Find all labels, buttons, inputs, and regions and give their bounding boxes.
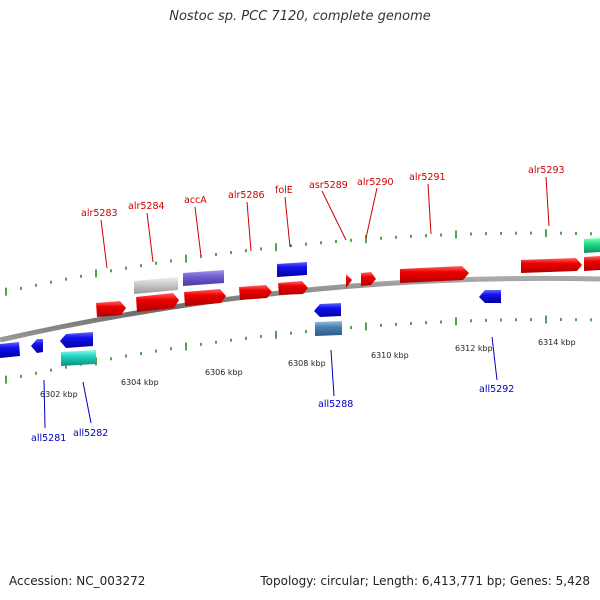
gene-arrow-alr5290[interactable] [361,272,376,286]
gene-label-alr5293[interactable]: alr5293 [528,165,565,176]
gene-arrow-asr5289[interactable] [346,274,352,288]
forward-genes [96,238,600,317]
gene-arrow-alr5283[interactable] [96,301,126,317]
scale-label: 6302 kbp [40,390,78,399]
reverse-genes [0,290,501,366]
forward-labels: alr5283 alr5284 accA alr5286 folE asr528… [81,165,565,219]
gene-arrow-all5282-b[interactable] [61,350,96,366]
gene-label-all5282[interactable]: all5282 [73,428,108,439]
gene-label-alr5290[interactable]: alr5290 [357,177,394,188]
scale-label: 6310 kbp [371,351,409,360]
gene-arrow-edge-a[interactable] [584,256,600,271]
gene-arrow-accA-b[interactable] [184,289,226,306]
scale-label: 6314 kbp [538,338,576,347]
scale-label: 6306 kbp [205,368,243,377]
gene-arrow-edge-c[interactable] [0,342,20,358]
gene-label-asr5289[interactable]: asr5289 [309,180,348,191]
scale-label: 6312 kbp [455,344,493,353]
gene-label-all5281[interactable]: all5281 [31,433,66,444]
genome-title: Nostoc sp. PCC 7120, complete genome [169,9,431,24]
gene-arrow-accA[interactable] [183,270,224,286]
gene-label-all5292[interactable]: all5292 [479,384,514,395]
gene-arrow-alr5286[interactable] [239,285,272,300]
gene-label-accA[interactable]: accA [184,195,207,206]
reverse-leaders [43,336,498,429]
gene-label-alr5284[interactable]: alr5284 [128,201,165,212]
gene-arrow-all5282[interactable] [60,332,93,348]
gene-arrow-alr5293[interactable] [521,258,582,273]
gene-arrow-all5288-b[interactable] [315,321,342,336]
gene-label-alr5283[interactable]: alr5283 [81,208,118,219]
gene-arrow-folE-b[interactable] [278,281,308,295]
scale-label: 6304 kbp [121,378,159,387]
gene-label-all5288[interactable]: all5288 [318,399,353,410]
scale-label: 6308 kbp [288,359,326,368]
accession-text: Accession: NC_003272 [9,574,146,588]
reverse-labels: all5281 all5282 all5288 all5292 [31,384,514,444]
gene-label-alr5286[interactable]: alr5286 [228,190,265,201]
gene-label-folE[interactable]: folE [275,185,293,196]
gene-arrow-alr5291[interactable] [400,266,469,283]
genome-summary: Topology: circular; Length: 6,413,771 bp… [260,574,590,588]
gene-arrow-alr5284-b[interactable] [134,277,178,294]
forward-leaders [100,176,550,269]
gene-label-alr5291[interactable]: alr5291 [409,172,446,183]
gene-arrow-folE[interactable] [277,262,307,277]
scale-ticks [5,229,592,384]
gene-arrow-all5292[interactable] [479,290,501,303]
gene-arrow-all5288[interactable] [314,303,341,317]
gene-arrow-alr5284[interactable] [136,293,179,312]
gene-arrow-edge-b[interactable] [584,238,600,253]
gene-arrow-all5281[interactable] [31,339,43,353]
